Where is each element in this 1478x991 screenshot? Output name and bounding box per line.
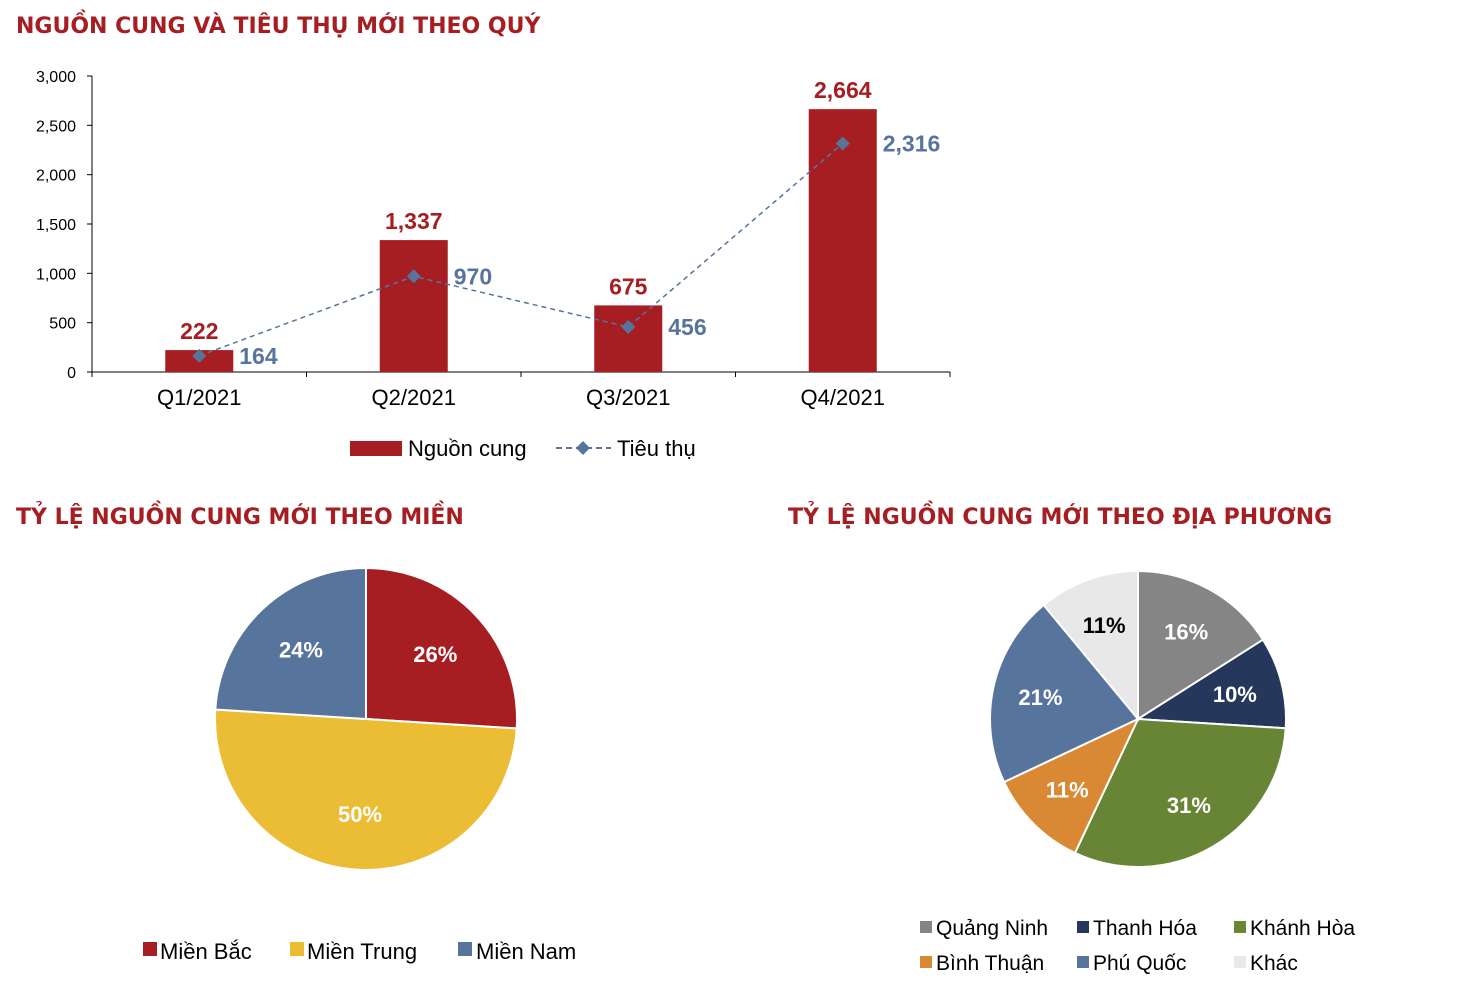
legend-phu-quoc-swatch: [1077, 956, 1089, 968]
supply-value-labels: 222 1,337 675 2,664: [180, 77, 872, 344]
y-tick-label: 2,500: [36, 118, 76, 135]
legend-quang-ninh-swatch: [920, 921, 932, 933]
legend-consumption-label: Tiêu thụ: [617, 436, 696, 461]
legend-mien-nam-swatch: [458, 942, 472, 956]
pie-slice-label: 50%: [338, 802, 382, 827]
chart2-title: TỶ LỆ NGUỒN CUNG MỚI THEO MIỀN: [16, 501, 464, 530]
legend-thanh-hoa-swatch: [1077, 921, 1089, 933]
consumption-value-label: 164: [239, 343, 278, 369]
supply-value-label: 222: [180, 318, 218, 344]
supply-bar: [594, 305, 663, 372]
consumption-value-label: 2,316: [883, 130, 941, 156]
pie-slice: [989, 603, 1140, 784]
legend-mien-trung-swatch: [290, 942, 304, 956]
legend-supply-swatch: [350, 441, 402, 456]
legend-mien-bac-label: Miền Bắc: [160, 939, 252, 964]
category-label: Q4/2021: [801, 385, 885, 410]
pie-slice-label: 21%: [1018, 685, 1062, 710]
region-pie-chart: TỶ LỆ NGUỒN CUNG MỚI THEO MIỀN 26% 50% 24%…: [16, 501, 576, 964]
legend-quang-ninh-label: Quảng Ninh: [936, 917, 1048, 940]
supply-bar: [808, 109, 877, 372]
y-ticks: 0 500 1,000 1,500 2,000 2,500 3,000: [36, 69, 92, 382]
consumption-point: [621, 320, 636, 335]
chart3-title: TỶ LỆ NGUỒN CUNG MỚI THEO ĐỊA PHƯƠNG: [788, 501, 1332, 530]
consumption-line-path: [198, 142, 844, 357]
supply-consumption-chart: NGUỒN CUNG VÀ TIÊU THỤ MỚI THEO QUÝ 0 500…: [16, 10, 951, 461]
legend-khanh-hoa-label: Khánh Hòa: [1250, 917, 1355, 940]
category-labels: Q1/2021 Q2/2021 Q3/2021 Q4/2021: [157, 385, 885, 410]
pie-slice-label: 26%: [413, 642, 457, 667]
chart2-legend: Miền Bắc Miền Trung Miền Nam: [143, 939, 576, 964]
y-tick-label: 1,500: [36, 217, 76, 234]
supply-value-label: 675: [609, 273, 648, 299]
pie-slice: [365, 566, 518, 730]
region-pie: 26% 50% 24%: [214, 566, 518, 871]
locality-pie: 16% 10% 31% 11% 21% 11%: [989, 569, 1288, 868]
pie-slice: [1042, 569, 1139, 722]
pie-slice: [1134, 638, 1288, 730]
locality-pie-chart: TỶ LỆ NGUỒN CUNG MỚI THEO ĐỊA PHƯƠNG 16%…: [788, 501, 1355, 975]
supply-value-label: 2,664: [814, 77, 872, 103]
pie-slice-label: 24%: [279, 638, 323, 663]
legend-binh-thuan-label: Bình Thuận: [936, 952, 1044, 975]
consumption-line: [192, 136, 850, 363]
legend-supply-label: Nguồn cung: [408, 436, 527, 461]
pie-slice-label: 31%: [1167, 793, 1211, 818]
pie-slice-label: 16%: [1164, 619, 1208, 644]
pie-slice-label: 11%: [1083, 613, 1126, 638]
consumption-value-labels: 164 970 456 2,316: [239, 130, 940, 368]
supply-bars: [165, 109, 877, 372]
chart1-title: NGUỒN CUNG VÀ TIÊU THỤ MỚI THEO QUÝ: [16, 10, 541, 39]
supply-value-label: 1,337: [385, 208, 443, 234]
pie-slice-label: 10%: [1213, 682, 1257, 707]
category-label: Q1/2021: [157, 385, 241, 410]
y-tick-label: 1,000: [36, 266, 76, 283]
legend-mien-trung-label: Miền Trung: [307, 939, 417, 964]
consumption-point: [406, 269, 421, 284]
legend-mien-bac-swatch: [143, 942, 157, 956]
consumption-value-label: 970: [454, 263, 492, 289]
pie-slice: [1137, 569, 1265, 721]
consumption-point: [835, 136, 850, 151]
pie-slice-label: 11%: [1046, 778, 1089, 803]
category-label: Q3/2021: [586, 385, 670, 410]
y-tick-label: 3,000: [36, 69, 76, 86]
chart3-legend: Quảng Ninh Thanh Hóa Khánh Hòa Bình Thuậ…: [920, 917, 1355, 975]
legend-binh-thuan-swatch: [920, 956, 932, 968]
legend-khanh-hoa-swatch: [1234, 921, 1246, 933]
y-tick-label: 0: [67, 365, 76, 382]
legend-mien-nam-label: Miền Nam: [476, 939, 576, 964]
category-label: Q2/2021: [372, 385, 456, 410]
x-ticks: [91, 372, 951, 377]
consumption-value-label: 456: [668, 314, 706, 340]
pie-slice: [1002, 716, 1141, 855]
pie-slice: [214, 708, 518, 871]
legend-phu-quoc-label: Phú Quốc: [1093, 952, 1186, 975]
y-tick-label: 2,000: [36, 168, 76, 185]
y-tick-label: 500: [49, 316, 76, 333]
legend-thanh-hoa-label: Thanh Hóa: [1093, 917, 1197, 940]
consumption-point: [192, 348, 207, 363]
pie-slice: [214, 566, 367, 721]
legend-consumption-marker: [576, 441, 590, 455]
legend-khac-swatch: [1234, 956, 1246, 968]
supply-bar: [379, 240, 448, 372]
legend-khac-label: Khác: [1250, 952, 1298, 975]
chart1-legend: Nguồn cung Tiêu thụ: [350, 436, 696, 461]
pie-slice: [1073, 717, 1287, 868]
